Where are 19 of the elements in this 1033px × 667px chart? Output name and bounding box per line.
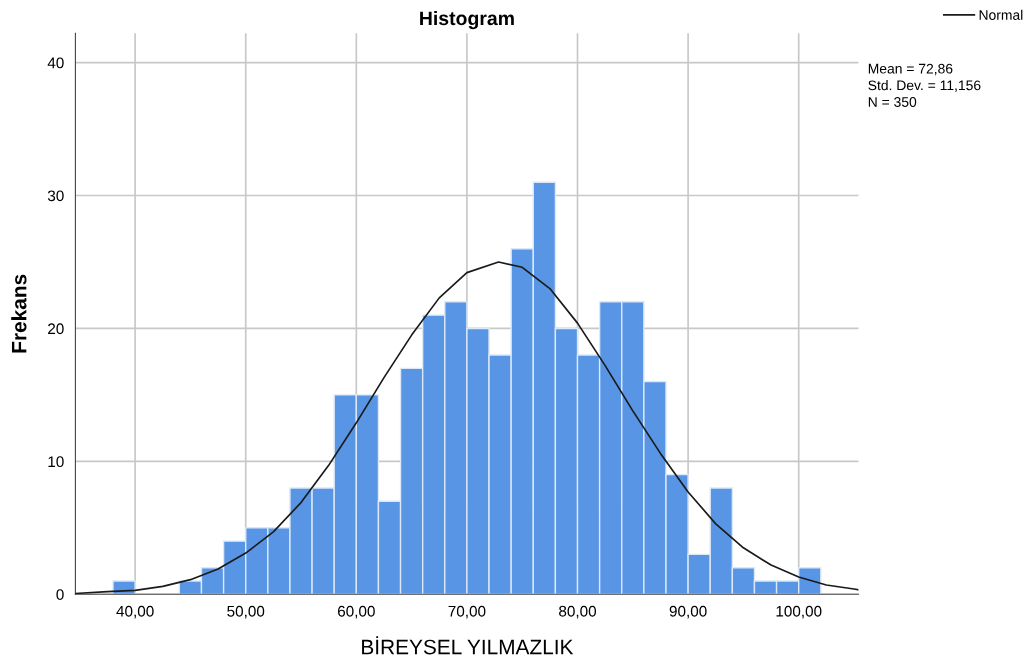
legend-label: Normal xyxy=(979,9,1023,20)
x-tick-label: 40,00 xyxy=(116,605,154,619)
y-axis-title: Frekans xyxy=(11,274,27,353)
text: Mean = 72,86 xyxy=(868,63,953,76)
y-tick-label: 30 xyxy=(47,190,64,202)
x-tick-label: 90,00 xyxy=(669,605,707,619)
x-axis-title: BİREYSEL YILMAZLIK xyxy=(362,636,574,655)
y-tick-label: 0 xyxy=(56,589,64,600)
text: N = 350 xyxy=(868,97,917,107)
x-tick-label: 70,00 xyxy=(448,605,486,619)
chart-title: Histogram xyxy=(420,10,514,30)
x-tick-label: 80,00 xyxy=(559,605,597,619)
y-tick-label: 40 xyxy=(47,57,64,69)
y-tick-label: 20 xyxy=(48,323,64,335)
x-tick-label: 50,00 xyxy=(227,605,265,619)
x-tick-label: 60,00 xyxy=(337,605,375,619)
x-tick-label: 100,00 xyxy=(776,605,822,619)
text: Std. Dev. = 11,156 xyxy=(868,80,981,92)
y-tick-label: 10 xyxy=(48,456,64,468)
